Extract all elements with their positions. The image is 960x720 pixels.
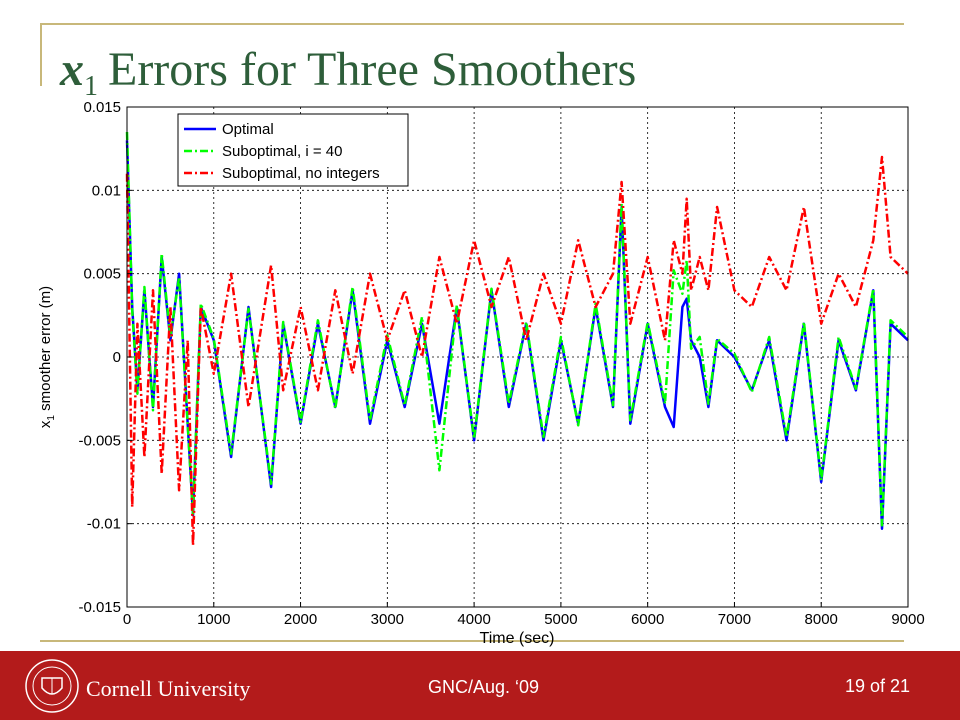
x-axis-label: Time (sec) bbox=[480, 630, 555, 647]
y-tick-label: -0.005 bbox=[78, 432, 121, 449]
series-line-3 bbox=[125, 155, 909, 547]
x-tick-label: 5000 bbox=[544, 611, 577, 628]
series-line-2 bbox=[125, 131, 909, 527]
y-axis-label: x1 smoother error (m) bbox=[37, 286, 57, 428]
line-chart: 0 1000 2000 3000 4000 5000 6000 7000 8000 9000 -0.… bbox=[37, 99, 925, 647]
legend-label: Optimal bbox=[222, 121, 274, 138]
legend-label: Suboptimal, no integers bbox=[222, 165, 380, 182]
footer-bar bbox=[0, 651, 960, 720]
x-tick-label: 6000 bbox=[631, 611, 664, 628]
legend-box bbox=[177, 113, 409, 187]
title-text: Errors for Three Smoothers bbox=[108, 43, 637, 96]
institution-name: Cornell University bbox=[86, 676, 251, 701]
y-tick-label: -0.015 bbox=[78, 599, 121, 616]
title-variable: x bbox=[60, 43, 84, 96]
slide-title: x1 Errors for Three Smoothers bbox=[60, 38, 636, 102]
left-accent-line bbox=[40, 23, 42, 86]
x-tick-label: 4000 bbox=[457, 611, 490, 628]
series-line-1 bbox=[125, 140, 909, 530]
top-accent-line bbox=[40, 23, 904, 25]
page-number: 19 of 21 bbox=[844, 676, 910, 696]
y-tick-label: 0.01 bbox=[92, 182, 121, 199]
legend: Optimal Suboptimal, i = 40 Suboptimal, no … bbox=[177, 113, 409, 187]
legend-label: Suboptimal, i = 40 bbox=[222, 143, 343, 160]
x-tick-label: 2000 bbox=[284, 611, 317, 628]
x-tick-label: 3000 bbox=[371, 611, 404, 628]
y-tick-label: -0.01 bbox=[87, 516, 121, 533]
x-tick-label: 1000 bbox=[197, 611, 230, 628]
cornell-seal-icon bbox=[25, 659, 79, 713]
x-tick-label: 0 bbox=[123, 611, 131, 628]
conference-label: GNC/Aug. ‘09 bbox=[428, 677, 540, 697]
title-underline bbox=[40, 640, 904, 642]
y-tick-label: 0.015 bbox=[83, 99, 121, 116]
axis-ticks: 0 1000 2000 3000 4000 5000 6000 7000 8000 9000 -0.… bbox=[78, 99, 924, 628]
series-layer bbox=[125, 131, 909, 547]
title-subscript: 1 bbox=[84, 71, 98, 102]
x-tick-label: 8000 bbox=[805, 611, 838, 628]
y-tick-label: 0 bbox=[113, 349, 121, 366]
x-tick-label: 7000 bbox=[718, 611, 751, 628]
y-tick-label: 0.005 bbox=[83, 266, 121, 283]
x-tick-label: 9000 bbox=[891, 611, 924, 628]
